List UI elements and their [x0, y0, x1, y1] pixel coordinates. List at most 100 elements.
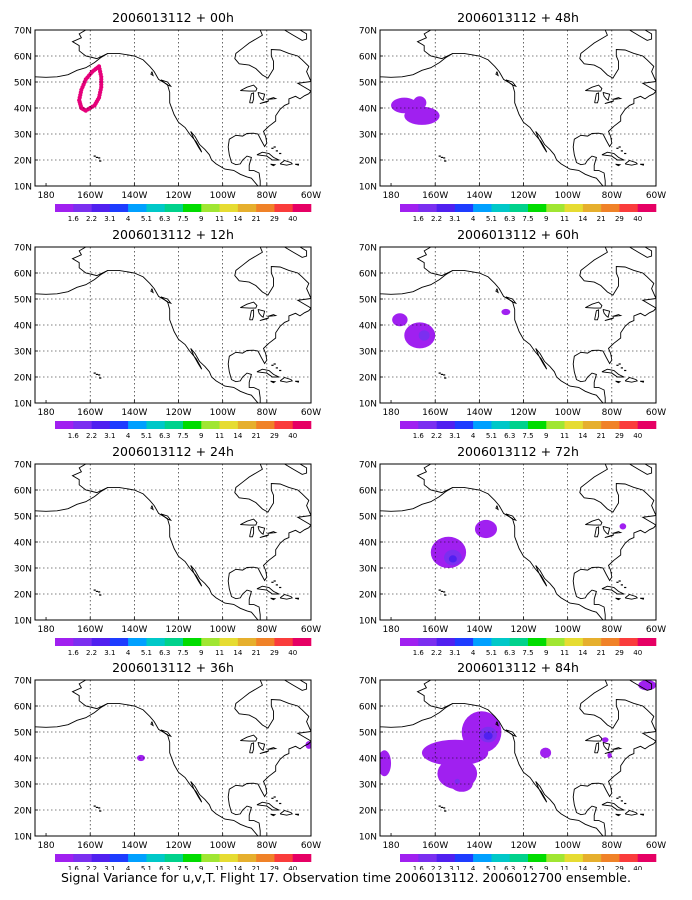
colorbar-label: 9 [544, 865, 548, 870]
colorbar-swatch [509, 421, 529, 429]
variance-shading [540, 747, 552, 758]
lat-tick-label: 50N [14, 729, 32, 739]
colorbar-label: 3.1 [449, 432, 460, 440]
coastline [416, 680, 454, 710]
lat-tick-label: 40N [359, 755, 377, 765]
coastline [267, 97, 278, 100]
colorbar-label: 29 [270, 649, 279, 657]
colorbar-label: 29 [615, 432, 624, 440]
colorbar-label: 40 [633, 215, 642, 223]
lon-tick-label: 120W [165, 408, 191, 418]
coastline [294, 380, 300, 383]
colorbar-label: 7.5 [177, 649, 188, 657]
lon-tick-label: 140W [466, 841, 492, 851]
lon-tick-label: 160W [422, 841, 448, 851]
coastline [71, 464, 109, 494]
lat-tick-label: 60N [14, 487, 32, 497]
lat-tick-label: 30N [14, 781, 32, 791]
colorbar-label: 29 [270, 215, 279, 223]
colorbar-label: 21 [597, 432, 606, 440]
colorbar-swatch [237, 421, 257, 429]
coastline [160, 79, 173, 88]
coastline [257, 525, 266, 535]
island [624, 586, 627, 589]
coastline [35, 487, 109, 512]
coastline [585, 301, 603, 309]
coastline [240, 518, 258, 526]
colorbar-swatch [219, 854, 239, 862]
coastline [579, 30, 656, 82]
island [444, 160, 447, 162]
lat-tick-label: 50N [359, 513, 377, 523]
lat-tick-label: 60N [14, 270, 32, 280]
colorbar-label: 2.2 [431, 649, 442, 657]
coastline [257, 308, 266, 318]
colorbar-swatch [91, 638, 111, 646]
colorbar-swatch [201, 854, 220, 862]
island [618, 146, 621, 148]
island [444, 810, 447, 812]
colorbar-swatch [146, 421, 166, 429]
colorbar-swatch [528, 854, 547, 862]
variance-dot [95, 65, 100, 70]
lat-tick-label: 10N [14, 400, 32, 410]
coastline [150, 505, 154, 511]
lon-tick-label: 80W [602, 191, 622, 201]
colorbar-swatch [237, 204, 257, 212]
coastline [257, 91, 266, 101]
lat-tick-label: 60N [359, 703, 377, 713]
island [620, 150, 623, 152]
coastline [505, 79, 518, 88]
coastline [639, 380, 645, 383]
variance-shading [413, 96, 427, 110]
coastline [612, 97, 623, 100]
coastline [279, 593, 294, 600]
colorbar-swatch [436, 854, 456, 862]
coastline [639, 813, 645, 816]
colorbar-label: 3.1 [449, 865, 460, 870]
lat-tick-label: 10N [14, 183, 32, 193]
colorbar-swatch [601, 854, 620, 862]
coastline [279, 809, 294, 816]
colorbar-swatch [237, 638, 257, 646]
island [273, 580, 276, 582]
lon-tick-label: 60W [301, 625, 321, 635]
coastline [594, 92, 600, 104]
coastline [294, 813, 300, 816]
lon-tick-label: 140W [466, 191, 492, 201]
coastline [240, 84, 258, 92]
map-panel: 2006013112 + 84h 10N 20N 30N 40N 50N 60N 70N 180… [359, 660, 666, 870]
colorbar-label: 6.3 [159, 432, 170, 440]
coastline [594, 309, 600, 321]
map-panel: 2006013112 + 60h 10N 20N 30N 40N 50N 60N 70N 180… [359, 227, 666, 440]
coastline [256, 151, 280, 161]
coastline [234, 464, 311, 516]
colorbar-swatch [400, 421, 419, 429]
variance-shading [601, 737, 609, 743]
coastline [294, 597, 300, 600]
island [618, 363, 621, 365]
lon-tick-label: 120W [510, 191, 536, 201]
colorbar-label: 9 [199, 649, 203, 657]
colorbar-label: 11 [560, 215, 569, 223]
colorbar-label: 29 [615, 649, 624, 657]
colorbar-label: 11 [215, 432, 224, 440]
coastline [279, 376, 294, 383]
variance-shading [501, 308, 511, 316]
coastline [284, 30, 308, 41]
colorbar-label: 4 [471, 215, 476, 223]
colorbar-label: 14 [578, 432, 587, 440]
coastline [284, 464, 308, 475]
colorbar-swatch [601, 638, 620, 646]
colorbar-label: 11 [215, 215, 224, 223]
colorbar-swatch [491, 854, 511, 862]
plot-area [380, 464, 656, 620]
coastline [585, 734, 603, 742]
coastline [234, 680, 311, 732]
colorbar-label: 3.1 [104, 432, 115, 440]
lat-tick-label: 70N [359, 244, 377, 254]
coastline [579, 680, 656, 732]
colorbar-swatch [146, 204, 166, 212]
coastline [612, 531, 623, 534]
lon-tick-label: 180 [382, 191, 399, 201]
